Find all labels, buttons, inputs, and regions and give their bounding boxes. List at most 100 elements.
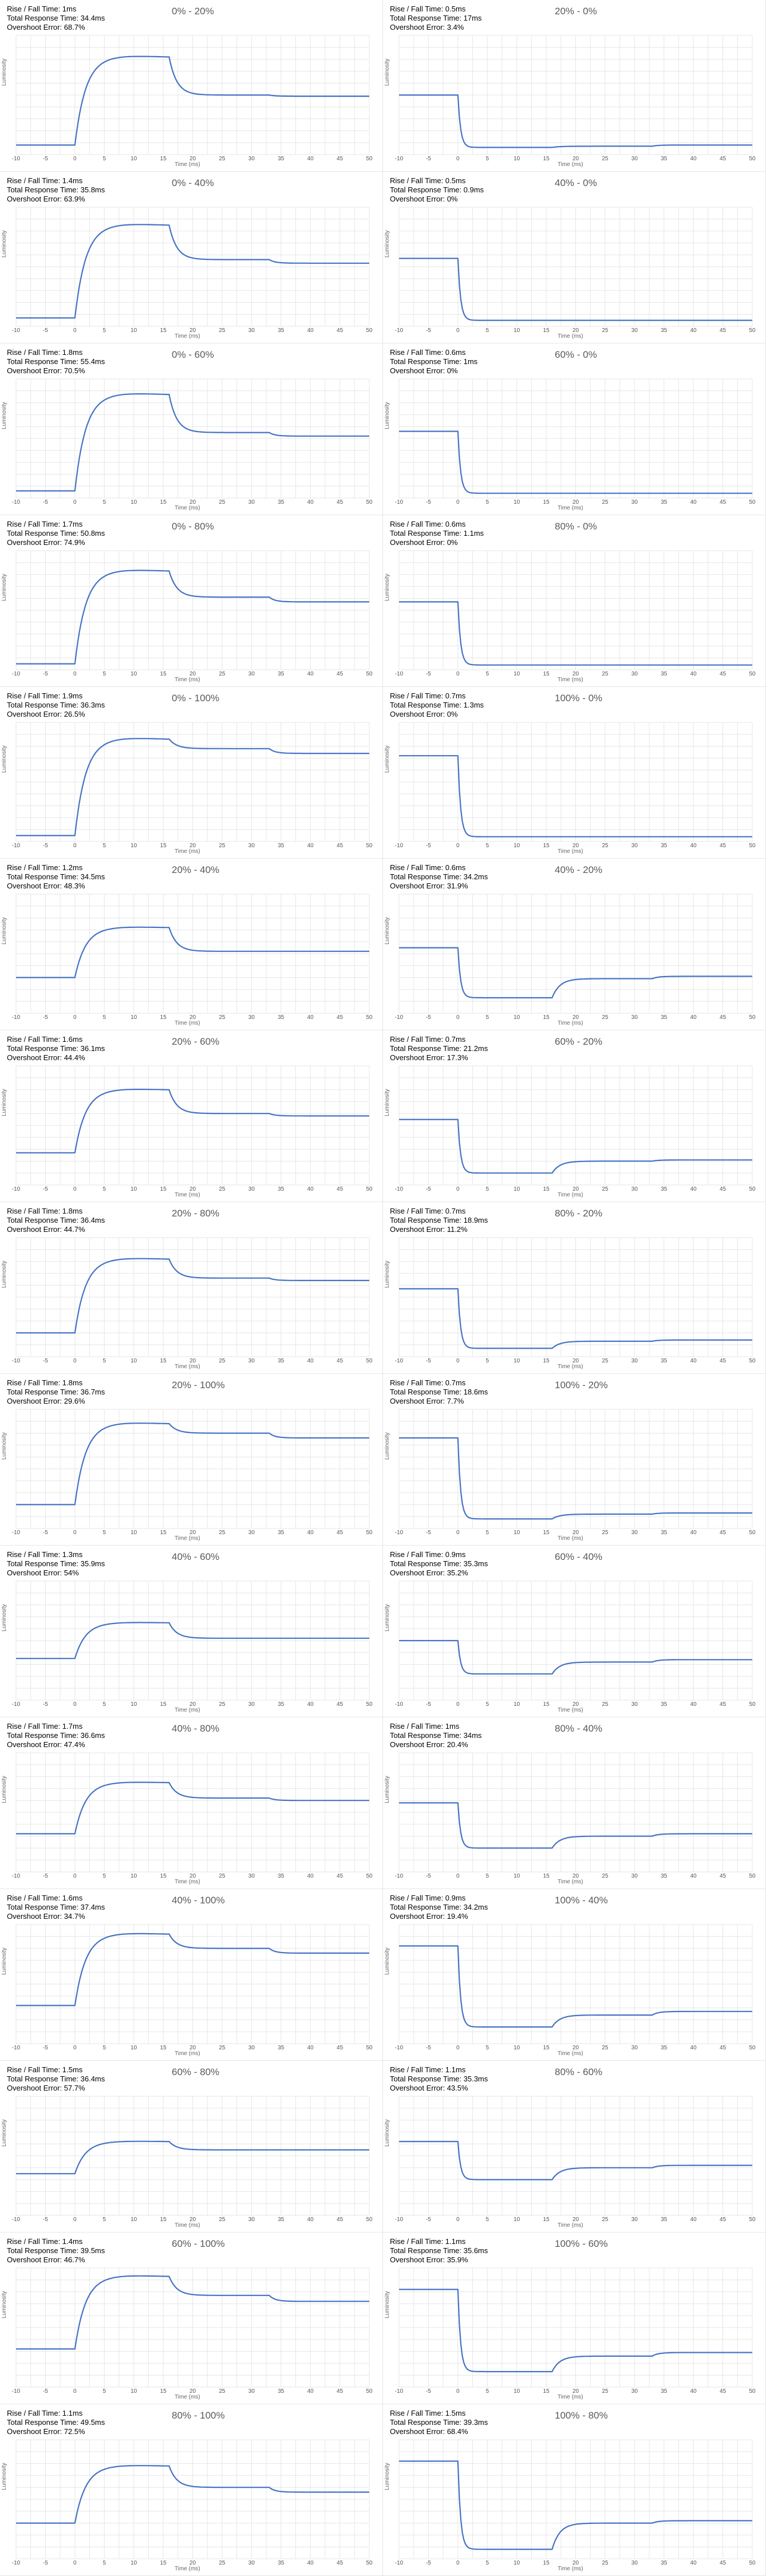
x-tick-label: 25 <box>219 1014 226 1021</box>
x-tick-label: 50 <box>366 2045 373 2051</box>
x-tick-label: 50 <box>749 2560 756 2566</box>
gridlines <box>398 894 753 1014</box>
x-axis-label: Time (ms) <box>175 1535 200 1542</box>
stat-line: Overshoot Error: 72.5% <box>7 2427 85 2436</box>
x-tick-label: 5 <box>102 327 106 334</box>
chart-stats: Rise / Fall Time: 1.4ms Total Response Ti… <box>7 176 105 204</box>
x-axis-label: Time (ms) <box>558 1879 583 1885</box>
stat-line: Total Response Time: 36.4ms <box>7 2075 105 2083</box>
x-tick-label: 5 <box>102 1530 106 1536</box>
x-tick-label: 15 <box>160 327 167 334</box>
x-tick-label: 35 <box>661 1873 668 1879</box>
x-tick-label: 5 <box>102 156 106 162</box>
x-tick-label: 5 <box>102 671 106 677</box>
x-tick-label: 25 <box>219 499 226 505</box>
chart-stats: Rise / Fall Time: 0.6ms Total Response Ti… <box>390 520 484 547</box>
x-axis-label: Time (ms) <box>175 2050 200 2057</box>
x-tick-label: 35 <box>661 2560 668 2566</box>
x-tick-label: 10 <box>131 499 137 505</box>
x-tick-label: 15 <box>543 1358 550 1364</box>
x-tick-label: 0 <box>73 1873 77 1879</box>
series-line <box>399 94 752 148</box>
x-tick-label: 50 <box>366 2388 373 2395</box>
x-tick-label: 50 <box>749 2045 756 2051</box>
x-tick-label: -5 <box>426 499 431 505</box>
x-tick-label: 45 <box>720 1014 726 1021</box>
chart-panel: Rise / Fall Time: 1.7ms Total Response Ti… <box>0 515 383 687</box>
line-plot: -10 -5 0 5 10 15 20 25 30 35 40 45 50 <box>395 2096 756 2223</box>
x-tick-label: 45 <box>337 843 343 849</box>
stat-line: Overshoot Error: 68.7% <box>7 23 85 31</box>
x-tick-label: 10 <box>514 2045 520 2051</box>
x-tick-label: -5 <box>43 327 48 334</box>
stat-line: Rise / Fall Time: 1.9ms <box>7 692 83 700</box>
stat-line: Rise / Fall Time: 0.7ms <box>390 1207 466 1215</box>
x-tick-label: 40 <box>690 1358 697 1364</box>
x-tick-label: 10 <box>514 1186 520 1192</box>
stat-line: Overshoot Error: 34.7% <box>7 1912 85 1921</box>
gridlines <box>15 1237 370 1357</box>
series-line <box>399 1639 752 1675</box>
series-line <box>16 1088 369 1153</box>
stat-line: Rise / Fall Time: 1.1ms <box>7 2409 83 2417</box>
stat-line: Rise / Fall Time: 1ms <box>390 1722 460 1730</box>
chart-title: 40% - 80% <box>172 1723 220 1734</box>
x-tick-label: 25 <box>219 843 226 849</box>
x-tick-label: 35 <box>661 2045 668 2051</box>
x-tick-label: -10 <box>12 1014 21 1021</box>
x-tick-label: -5 <box>43 1358 48 1364</box>
x-tick-label: 10 <box>514 2388 520 2395</box>
x-tick-label: 20 <box>572 1014 579 1021</box>
line-plot: -10 -5 0 5 10 15 20 25 30 35 40 45 50 <box>395 1581 756 1708</box>
x-tick-label: 40 <box>307 156 314 162</box>
x-tick-label: 25 <box>602 1873 609 1879</box>
x-tick-label: 45 <box>720 156 726 162</box>
x-tick-label: 45 <box>337 1701 343 1708</box>
x-tick-label: -10 <box>395 1530 404 1536</box>
x-tick-label: 35 <box>278 2045 285 2051</box>
stat-line: Rise / Fall Time: 0.9ms <box>390 1894 466 1902</box>
x-tick-label: 50 <box>749 1701 756 1708</box>
stat-line: Rise / Fall Time: 1.3ms <box>7 1550 83 1559</box>
x-tick-label: 0 <box>73 1530 77 1536</box>
stat-line: Overshoot Error: 26.5% <box>7 710 85 718</box>
series-line <box>16 926 369 978</box>
line-plot: -10 -5 0 5 10 15 20 25 30 35 40 45 50 <box>395 207 756 334</box>
series-line <box>16 1258 369 1334</box>
x-axis-label: Time (ms) <box>175 1364 200 1370</box>
x-axis-label: Time (ms) <box>558 505 583 511</box>
x-tick-label: 10 <box>514 2560 520 2566</box>
line-plot: -10 -5 0 5 10 15 20 25 30 35 40 45 50 <box>12 207 373 334</box>
line-plot: -10 -5 0 5 10 15 20 25 30 35 40 45 50 <box>395 2439 756 2566</box>
chart-panel: Rise / Fall Time: 1.5ms Total Response Ti… <box>383 2404 766 2576</box>
series-line <box>399 1288 752 1349</box>
x-tick-label: 5 <box>102 1358 106 1364</box>
x-tick-label: 35 <box>661 2388 668 2395</box>
x-axis-label: Time (ms) <box>558 1707 583 1713</box>
x-tick-label: 45 <box>720 327 726 334</box>
x-axis-label: Time (ms) <box>558 1192 583 1198</box>
stat-line: Rise / Fall Time: 0.9ms <box>390 1550 466 1559</box>
x-tick-label: 25 <box>602 327 609 334</box>
x-tick-label: 45 <box>720 2045 726 2051</box>
x-tick-label: 40 <box>690 1701 697 1708</box>
x-tick-label: -10 <box>395 1014 404 1021</box>
x-tick-label: 40 <box>307 2045 314 2051</box>
stat-line: Overshoot Error: 17.3% <box>390 1053 468 1062</box>
x-axis-label: Time (ms) <box>175 505 200 511</box>
chart-title: 0% - 40% <box>172 177 214 188</box>
x-tick-label: 40 <box>690 2388 697 2395</box>
x-tick-label: 40 <box>307 843 314 849</box>
stat-line: Overshoot Error: 0% <box>390 538 458 547</box>
series-line <box>16 738 369 836</box>
x-tick-label: 20 <box>572 327 579 334</box>
x-tick-label: 40 <box>307 2560 314 2566</box>
x-tick-label: 15 <box>543 156 550 162</box>
x-tick-label: 35 <box>278 671 285 677</box>
x-tick-label: 5 <box>102 2560 106 2566</box>
chart-panel: Rise / Fall Time: 0.6ms Total Response Ti… <box>383 515 766 687</box>
x-tick-label: -5 <box>43 499 48 505</box>
x-tick-label: 45 <box>337 327 343 334</box>
gridlines <box>15 550 370 670</box>
gridlines <box>15 1409 370 1529</box>
